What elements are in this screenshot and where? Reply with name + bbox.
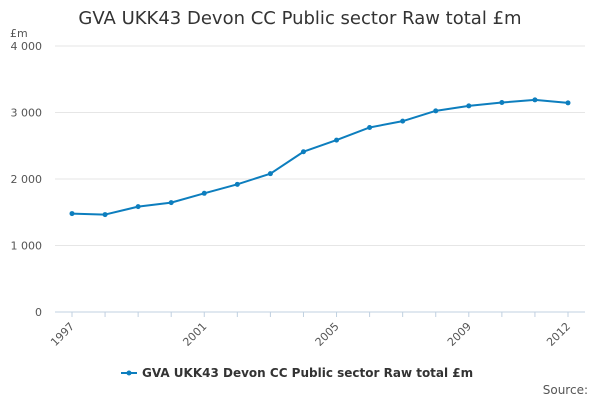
data-point[interactable] (69, 211, 75, 217)
x-tick-label: 2012 (544, 320, 573, 349)
x-ticks: 1997 2001 2005 2009 2012 (48, 312, 573, 349)
y-axis-label: £m (10, 27, 28, 40)
y-tick-label: 4 000 (11, 40, 43, 53)
legend-label: GVA UKK43 Devon CC Public sector Raw tot… (142, 366, 473, 380)
data-point[interactable] (466, 103, 472, 109)
y-tick-label: 2 000 (11, 173, 43, 186)
data-point[interactable] (201, 190, 207, 196)
data-point[interactable] (168, 200, 174, 206)
y-tick-label: 0 (35, 306, 42, 319)
y-tick-label: 1 000 (11, 240, 43, 253)
x-tick-label: 2005 (313, 320, 342, 349)
data-point[interactable] (532, 97, 538, 103)
data-point[interactable] (400, 118, 406, 124)
data-point[interactable] (300, 149, 306, 155)
y-tick-label: 3 000 (11, 107, 43, 120)
y-tick-labels: 0 1 000 2 000 3 000 4 000 (11, 40, 43, 319)
legend-swatch-marker (126, 370, 132, 376)
data-point[interactable] (135, 204, 141, 210)
data-point[interactable] (565, 100, 571, 106)
data-point[interactable] (234, 181, 240, 187)
x-tick-label: 2001 (180, 320, 209, 349)
legend[interactable]: GVA UKK43 Devon CC Public sector Raw tot… (121, 366, 473, 380)
data-point[interactable] (367, 124, 373, 130)
chart-title: GVA UKK43 Devon CC Public sector Raw tot… (78, 8, 521, 29)
x-tick-label: 1997 (48, 320, 77, 349)
x-tick-label: 2009 (445, 320, 474, 349)
data-point[interactable] (499, 100, 505, 106)
data-point[interactable] (102, 212, 108, 218)
data-point[interactable] (433, 108, 439, 114)
data-point[interactable] (334, 137, 340, 143)
data-point[interactable] (267, 171, 273, 177)
gridlines (55, 45, 585, 246)
series-line (71, 98, 569, 216)
series-group (69, 97, 571, 218)
source-label: Source: (543, 383, 588, 397)
